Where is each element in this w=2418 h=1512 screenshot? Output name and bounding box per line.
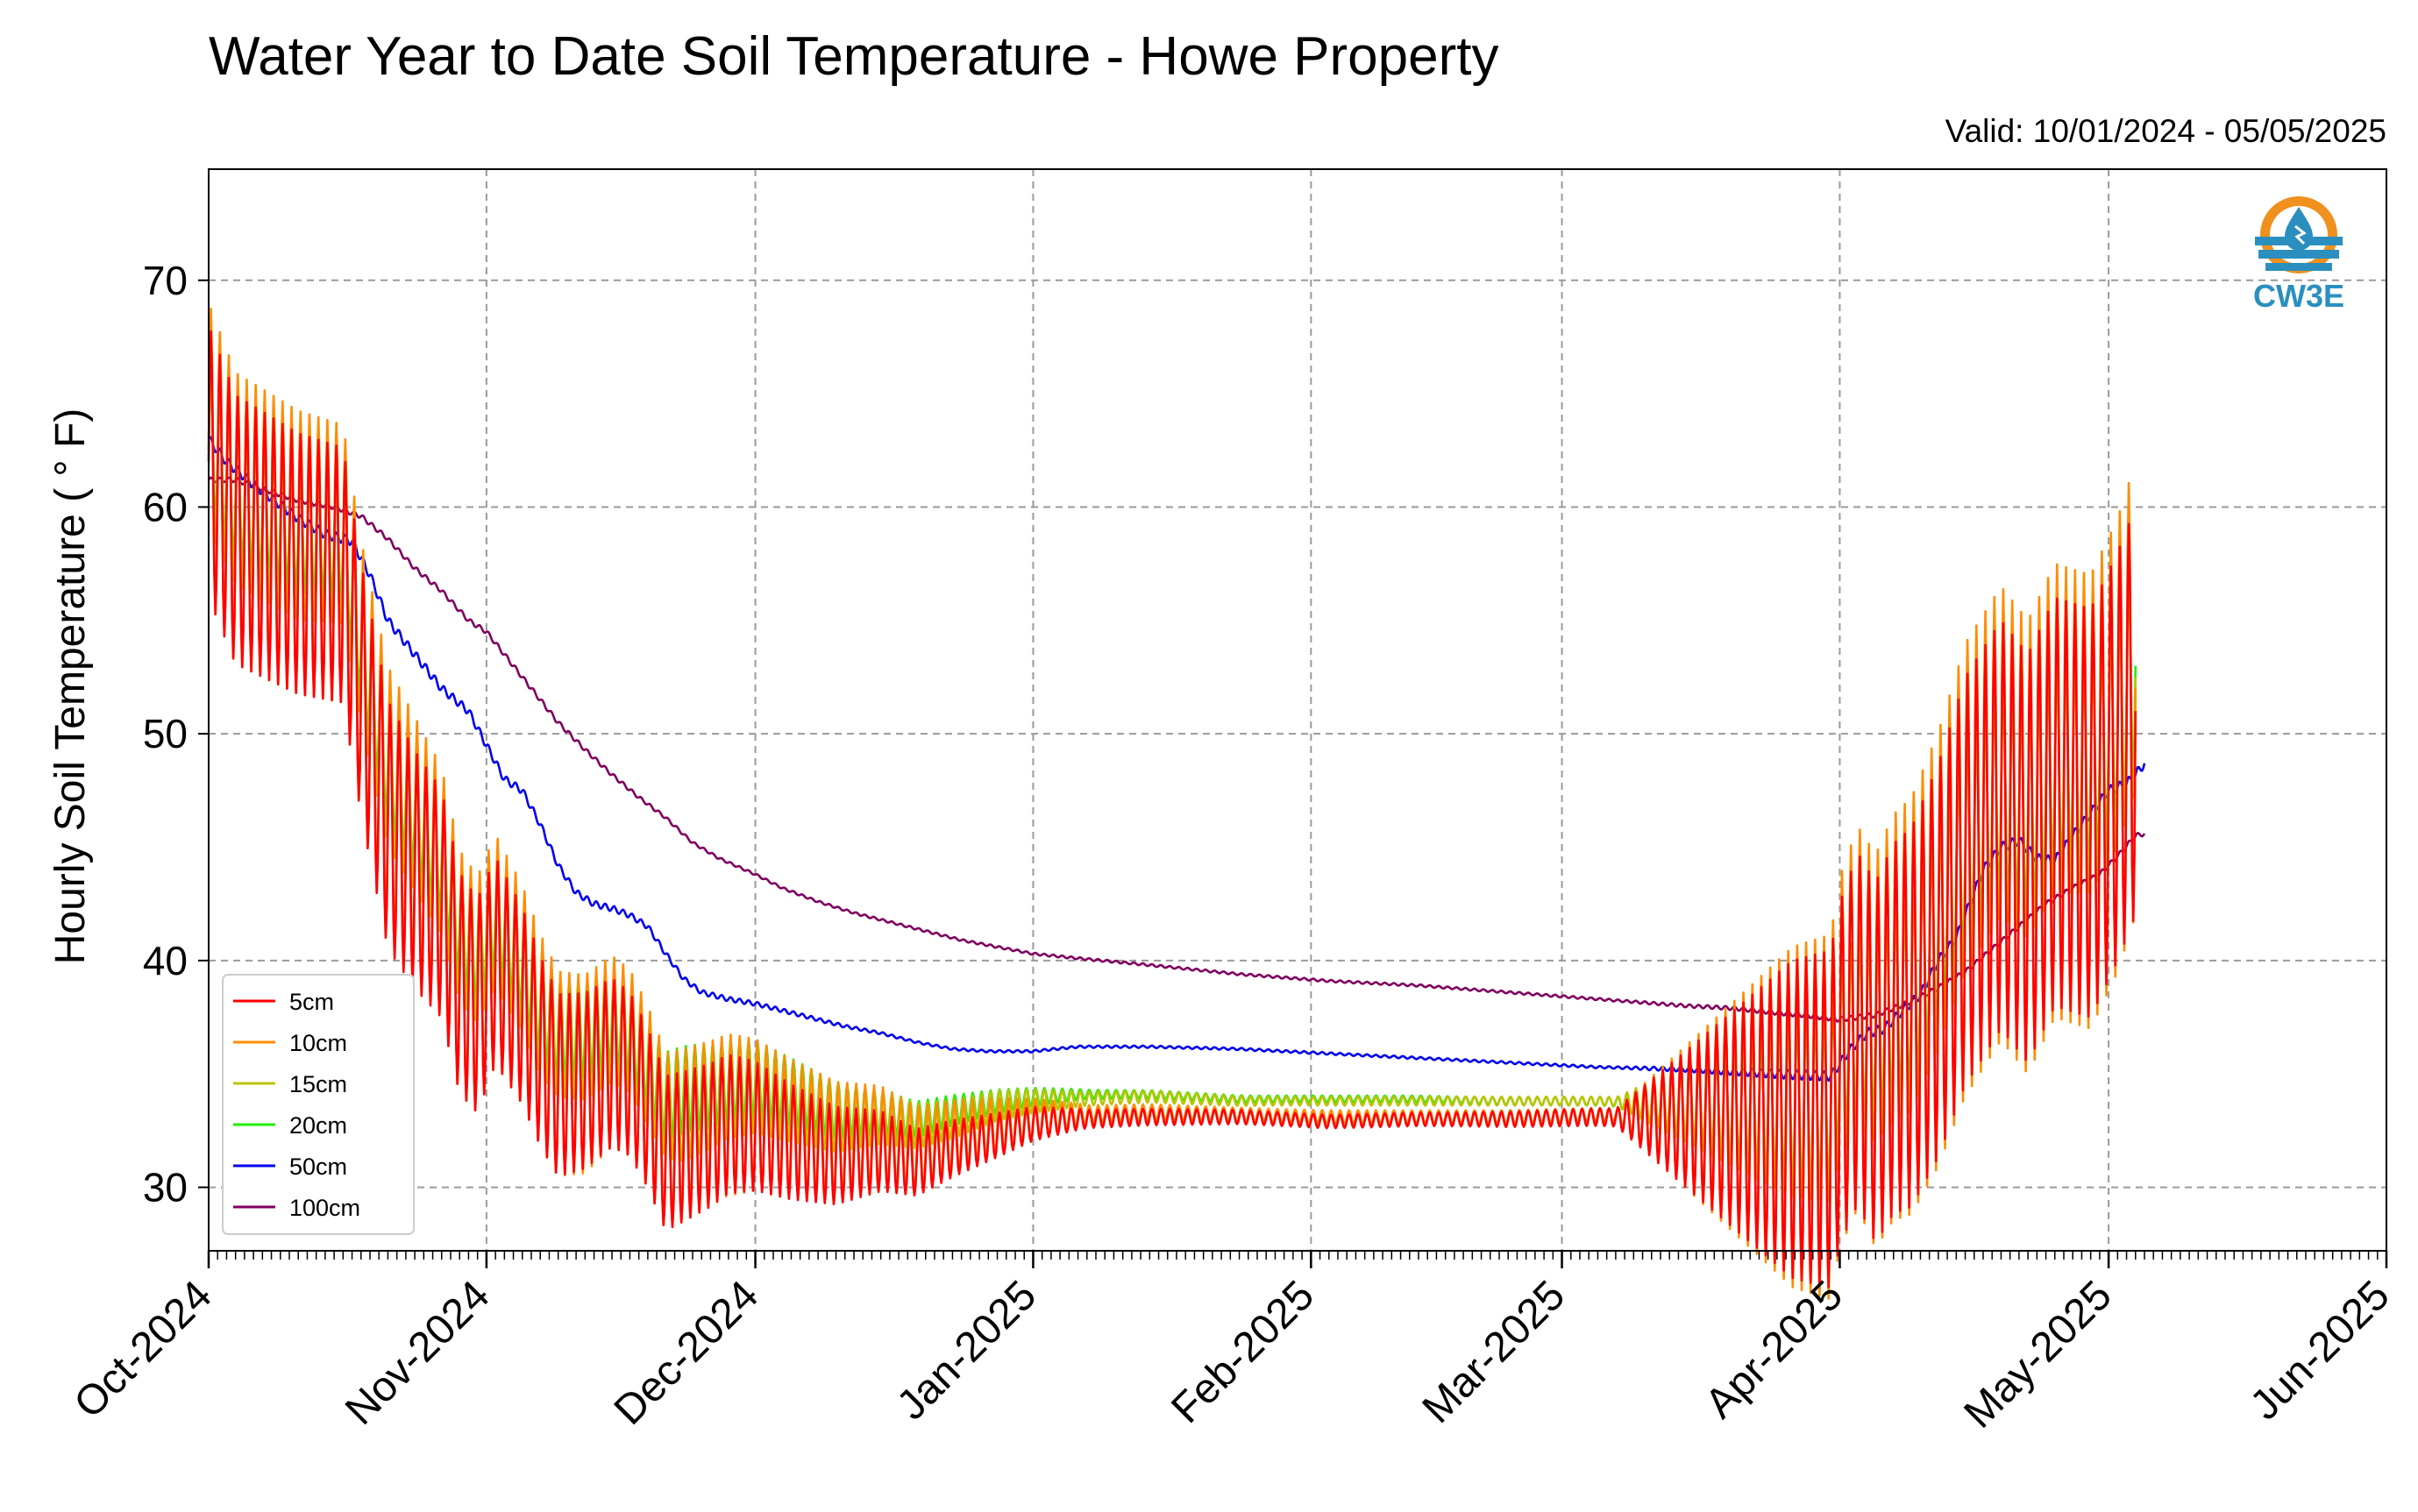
chart-title: Water Year to Date Soil Temperature - Ho… — [209, 26, 1498, 87]
legend-label-50cm: 50cm — [289, 1154, 347, 1180]
cw3e-logo: CW3E — [2253, 196, 2344, 314]
series-layer — [207, 308, 2146, 1300]
y-axis-label: Hourly Soil Temperature ( ° F) — [47, 408, 94, 965]
legend-label-100cm: 100cm — [289, 1195, 360, 1221]
legend-label-5cm: 5cm — [289, 989, 334, 1015]
legend: 5cm 10cm 15cm 20cm 50cm 100cm — [222, 974, 415, 1235]
y-tick-label: 60 — [143, 484, 188, 529]
y-tick-label: 40 — [143, 938, 188, 983]
chart-subtitle: Valid: 10/01/2024 - 05/05/2025 — [1945, 113, 2386, 149]
logo-text: CW3E — [2253, 278, 2344, 314]
legend-label-10cm: 10cm — [289, 1030, 347, 1056]
y-tick-label: 50 — [143, 711, 188, 756]
y-tick-label: 70 — [143, 258, 188, 303]
legend-label-20cm: 20cm — [289, 1112, 347, 1139]
logo-wave-2 — [2258, 250, 2339, 259]
drop-highlight — [2294, 224, 2307, 245]
legend-label-15cm: 15cm — [289, 1071, 347, 1097]
plot-frame — [208, 168, 2387, 1252]
series-line-5cm — [207, 330, 2137, 1288]
y-tick-label: 30 — [143, 1165, 188, 1210]
legend-box — [222, 974, 415, 1235]
logo-wave-3 — [2265, 263, 2332, 271]
